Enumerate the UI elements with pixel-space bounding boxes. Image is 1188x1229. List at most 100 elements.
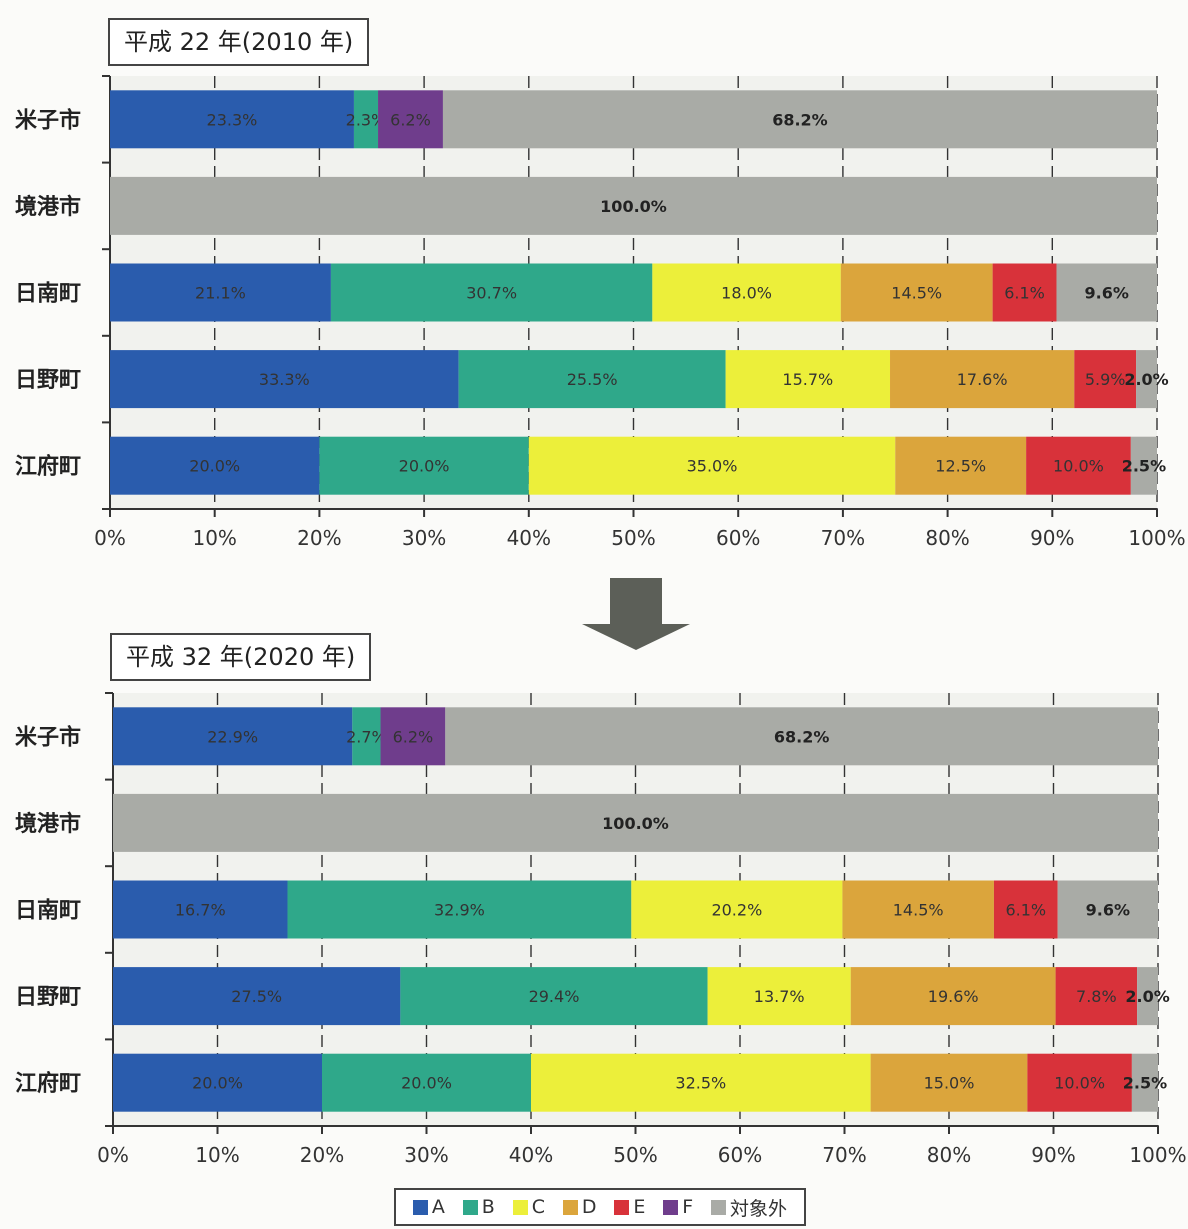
bar-segment <box>1137 967 1158 1026</box>
data-label: 20.2% <box>711 901 762 920</box>
data-label: 14.5% <box>893 901 944 920</box>
data-label: 27.5% <box>231 987 282 1006</box>
data-label: 16.7% <box>175 901 226 920</box>
bar-segment <box>378 90 443 149</box>
data-label: 6.1% <box>1004 284 1045 303</box>
down-arrow-icon <box>582 578 690 650</box>
bar-segment <box>442 90 1157 149</box>
data-label: 18.0% <box>721 284 772 303</box>
legend-label: F <box>682 1196 694 1218</box>
data-label: 20.0% <box>399 457 450 476</box>
legend-swatch <box>412 1199 428 1215</box>
x-tick-label: 20% <box>300 1143 344 1167</box>
legend-swatch <box>711 1199 726 1215</box>
data-label: 25.5% <box>567 370 618 389</box>
data-label: 6.1% <box>1005 901 1046 920</box>
x-tick-label: 40% <box>507 526 551 550</box>
legend-label: C <box>531 1196 545 1218</box>
category-label: 江府町 <box>15 1071 81 1097</box>
bar-segment <box>380 707 446 766</box>
bar-segment <box>1027 1053 1132 1112</box>
bar-segment <box>1131 1053 1158 1112</box>
data-label: 32.9% <box>434 901 485 920</box>
x-tick-label: 0% <box>97 1143 129 1167</box>
legend-swatch <box>663 1199 679 1215</box>
data-label: 9.6% <box>1086 901 1130 920</box>
legend: A B C D E F 対象外 <box>394 1188 806 1226</box>
x-tick-label: 80% <box>925 526 969 550</box>
bar-segment <box>993 880 1058 939</box>
bar-segment <box>1055 967 1138 1026</box>
legend-item: B <box>462 1196 495 1218</box>
chart-title-2010: 平成 22 年(2010 年) <box>108 18 370 66</box>
x-tick-label: 100% <box>1129 1143 1186 1167</box>
x-tick-label: 100% <box>1128 526 1185 550</box>
data-label: 20.0% <box>192 1074 243 1093</box>
data-label: 100.0% <box>600 197 667 216</box>
data-label: 6.2% <box>393 727 434 746</box>
x-tick-label: 0% <box>94 526 126 550</box>
x-tick-label: 20% <box>297 526 341 550</box>
data-label: 17.6% <box>957 370 1008 389</box>
bar-segment <box>631 880 843 939</box>
chart-2010: 0% 10% 20% 30% 40% 50% 60% 70% 80% 90% 100% 米子市 23.3… <box>15 75 1186 550</box>
data-label: 15.7% <box>782 370 833 389</box>
data-label: 15.0% <box>924 1074 975 1093</box>
bar-segment <box>353 90 379 149</box>
data-label: 21.1% <box>195 284 246 303</box>
bar-segment <box>1026 436 1131 495</box>
data-label: 2.3% <box>346 110 387 129</box>
x-tick-label: 60% <box>718 1143 762 1167</box>
x-tick-label: 30% <box>402 526 446 550</box>
legend-item: D <box>562 1196 596 1218</box>
bar-segment <box>842 880 994 939</box>
x-tick-label: 30% <box>404 1143 448 1167</box>
data-label: 22.9% <box>207 727 258 746</box>
category-label: 江府町 <box>15 454 81 480</box>
data-label: 2.5% <box>1122 457 1166 476</box>
x-tick-label: 10% <box>195 1143 239 1167</box>
legend-label: B <box>481 1196 495 1218</box>
legend-swatch <box>462 1199 478 1215</box>
bar-segment <box>1136 350 1157 409</box>
data-label: 14.5% <box>891 284 942 303</box>
data-label: 29.4% <box>529 987 580 1006</box>
legend-swatch <box>512 1199 528 1215</box>
x-tick-label: 90% <box>1030 526 1074 550</box>
data-label: 19.6% <box>928 987 979 1006</box>
data-label: 68.2% <box>774 727 830 746</box>
bar-segment <box>322 1053 531 1112</box>
x-tick-label: 40% <box>509 1143 553 1167</box>
bar-segment <box>652 263 841 322</box>
bar-segment <box>113 1053 322 1112</box>
legend-item: E <box>614 1196 645 1218</box>
bar-segment <box>458 350 726 409</box>
legend-label: A <box>431 1196 445 1218</box>
data-label: 10.0% <box>1054 1074 1105 1093</box>
data-label: 30.7% <box>466 284 517 303</box>
bar-segment <box>895 436 1027 495</box>
x-tick-label: 70% <box>822 1143 866 1167</box>
bar-segment <box>445 707 1158 766</box>
bar-segment <box>113 880 288 939</box>
bar-segment <box>531 1053 871 1112</box>
legend-item: C <box>512 1196 545 1218</box>
bar-segment <box>287 880 632 939</box>
data-label: 33.3% <box>259 370 310 389</box>
bar-segment <box>840 263 993 322</box>
data-label: 2.7% <box>346 727 387 746</box>
x-tick-label: 60% <box>716 526 760 550</box>
category-label: 境港市 <box>15 194 81 220</box>
bar-segment <box>400 967 708 1026</box>
bar-segment <box>330 263 653 322</box>
legend-label: 対象外 <box>730 1197 788 1220</box>
x-tick-label: 50% <box>613 1143 657 1167</box>
data-label: 68.2% <box>772 110 828 129</box>
bar-segment <box>1056 263 1157 322</box>
data-label: 6.2% <box>390 110 431 129</box>
bar-segment <box>319 436 529 495</box>
data-label: 9.6% <box>1085 284 1129 303</box>
bar-segment <box>707 967 851 1026</box>
data-label: 32.5% <box>675 1074 726 1093</box>
